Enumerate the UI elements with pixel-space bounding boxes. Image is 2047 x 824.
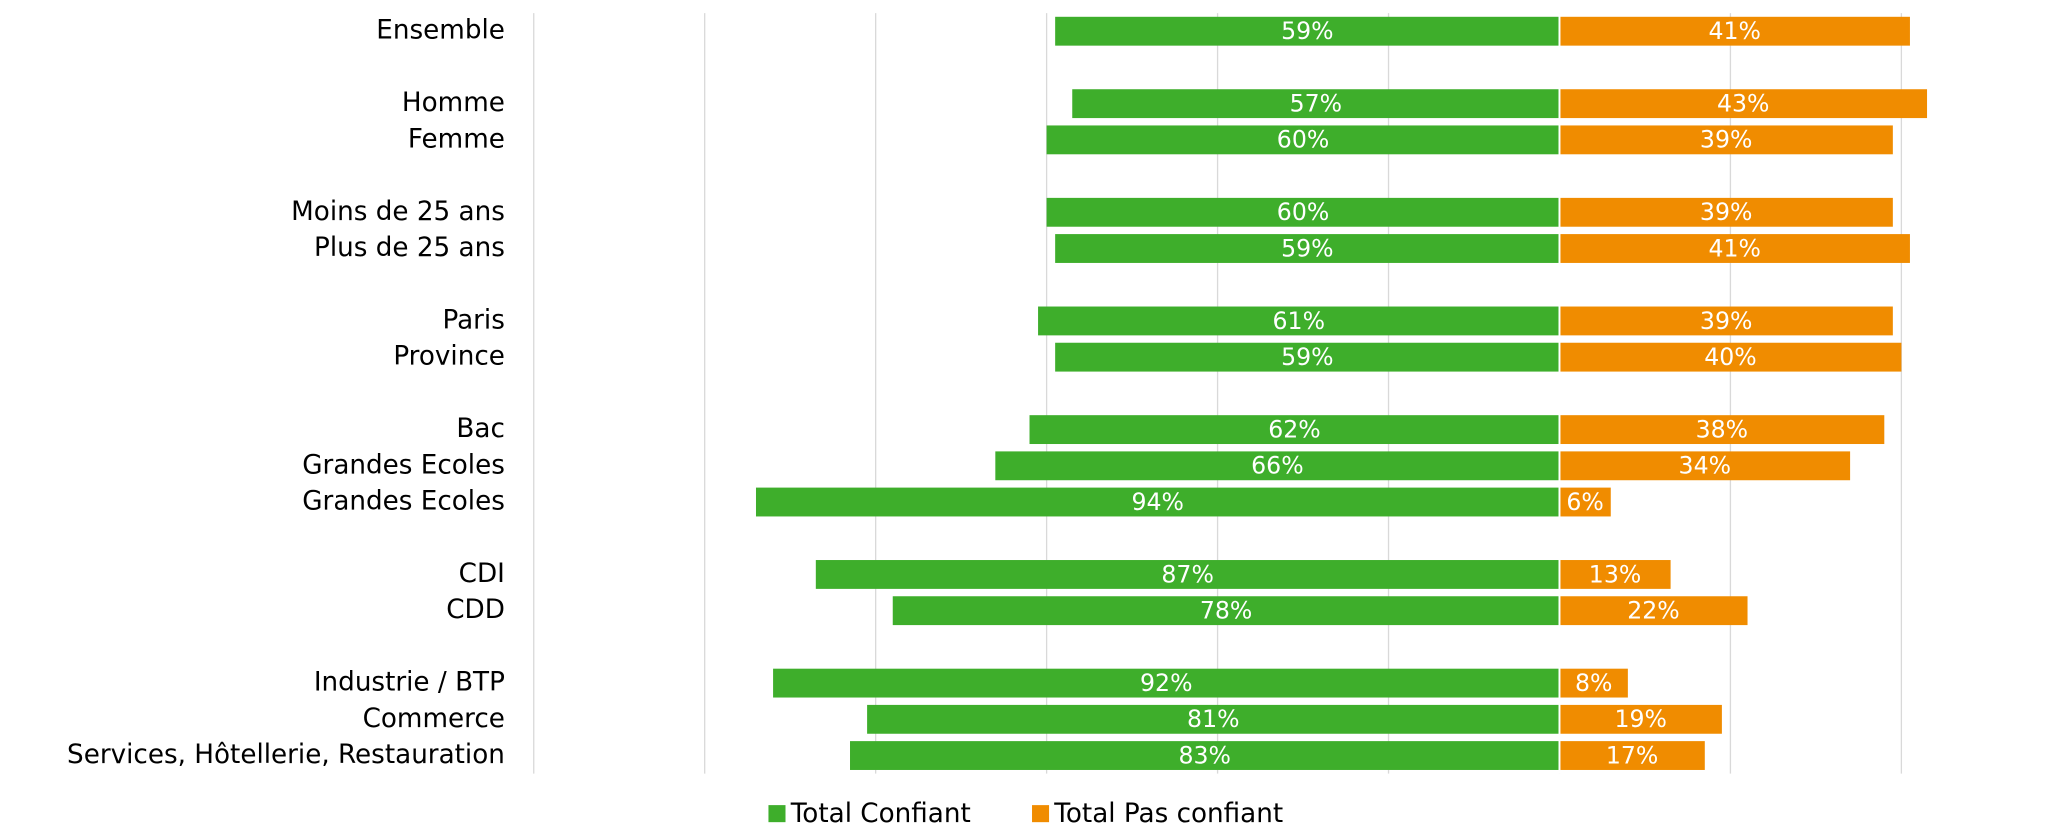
value-label: 59% bbox=[1281, 234, 1333, 262]
y-tick-label: Homme bbox=[402, 88, 505, 118]
value-label: 22% bbox=[1627, 596, 1679, 624]
value-label: 66% bbox=[1251, 452, 1303, 480]
bar bbox=[1559, 560, 1671, 589]
legend-swatch bbox=[768, 805, 786, 823]
value-label: 39% bbox=[1700, 198, 1752, 226]
y-tick-label: Services, Hôtellerie, Restauration bbox=[67, 740, 505, 770]
value-label: 60% bbox=[1277, 198, 1329, 226]
y-tick-label: Province bbox=[393, 342, 505, 372]
value-label: 57% bbox=[1290, 89, 1342, 117]
bar bbox=[1559, 668, 1628, 698]
value-label: 38% bbox=[1696, 415, 1748, 443]
bar bbox=[1559, 415, 1885, 445]
y-tick-label: Bac bbox=[456, 414, 504, 444]
bar bbox=[1559, 197, 1893, 227]
legend-label: Total Confiant bbox=[790, 799, 971, 824]
value-label: 39% bbox=[1700, 307, 1752, 335]
y-tick-label: Paris bbox=[442, 305, 504, 335]
value-label: 62% bbox=[1268, 415, 1320, 443]
bar bbox=[1559, 487, 1611, 517]
value-label: 87% bbox=[1161, 560, 1213, 588]
bar bbox=[1559, 306, 1893, 336]
y-tick-label: Grandes Ecoles bbox=[302, 487, 505, 517]
bar bbox=[755, 487, 1560, 517]
value-label: 92% bbox=[1140, 669, 1192, 697]
value-label: 19% bbox=[1614, 705, 1666, 733]
y-tick-label: Plus de 25 ans bbox=[314, 233, 505, 263]
legend-label: Total Pas confiant bbox=[1053, 799, 1283, 824]
bar bbox=[850, 741, 1560, 770]
legend-swatch bbox=[1032, 805, 1050, 823]
y-tick-label: CDD bbox=[446, 595, 505, 625]
bar bbox=[1559, 704, 1722, 734]
bar bbox=[1559, 16, 1910, 46]
bar bbox=[1029, 415, 1560, 445]
value-label: 41% bbox=[1708, 17, 1760, 45]
y-tick-label: Grandes Ecoles bbox=[302, 450, 505, 480]
bar bbox=[1559, 125, 1893, 155]
value-label: 59% bbox=[1281, 17, 1333, 45]
bar bbox=[815, 560, 1560, 589]
value-label: 6% bbox=[1566, 488, 1603, 516]
bar bbox=[1559, 741, 1705, 770]
bar bbox=[867, 704, 1560, 734]
value-label: 13% bbox=[1589, 560, 1641, 588]
bar bbox=[1559, 234, 1910, 263]
value-label: 60% bbox=[1277, 126, 1329, 154]
bar bbox=[1038, 306, 1560, 336]
y-tick-label: Moins de 25 ans bbox=[291, 197, 505, 227]
y-tick-label: CDI bbox=[459, 559, 505, 589]
bar bbox=[1559, 89, 1928, 119]
bar bbox=[1559, 451, 1851, 481]
value-label: 34% bbox=[1679, 452, 1731, 480]
bar bbox=[1046, 197, 1560, 227]
bar bbox=[1055, 16, 1560, 46]
y-tick-label: Commerce bbox=[363, 704, 505, 734]
bar bbox=[995, 451, 1560, 481]
value-label: 59% bbox=[1281, 343, 1333, 371]
bar bbox=[1072, 89, 1560, 119]
value-label: 8% bbox=[1575, 669, 1612, 697]
value-label: 61% bbox=[1273, 307, 1325, 335]
value-label: 94% bbox=[1132, 488, 1184, 516]
value-label: 17% bbox=[1606, 741, 1658, 769]
bar bbox=[1046, 125, 1560, 155]
y-tick-label: Industrie / BTP bbox=[314, 668, 505, 698]
value-label: 43% bbox=[1717, 89, 1769, 117]
value-label: 39% bbox=[1700, 126, 1752, 154]
bar bbox=[773, 668, 1560, 698]
y-tick-label: Femme bbox=[408, 124, 505, 154]
bar bbox=[1559, 596, 1748, 626]
value-label: 78% bbox=[1200, 596, 1252, 624]
value-label: 40% bbox=[1704, 343, 1756, 371]
bar bbox=[892, 596, 1560, 626]
value-label: 83% bbox=[1179, 741, 1231, 769]
y-tick-label: Ensemble bbox=[376, 16, 505, 46]
value-label: 41% bbox=[1708, 234, 1760, 262]
bar bbox=[1055, 234, 1560, 263]
bar bbox=[1559, 342, 1902, 372]
value-label: 81% bbox=[1187, 705, 1239, 733]
bar bbox=[1055, 342, 1560, 372]
